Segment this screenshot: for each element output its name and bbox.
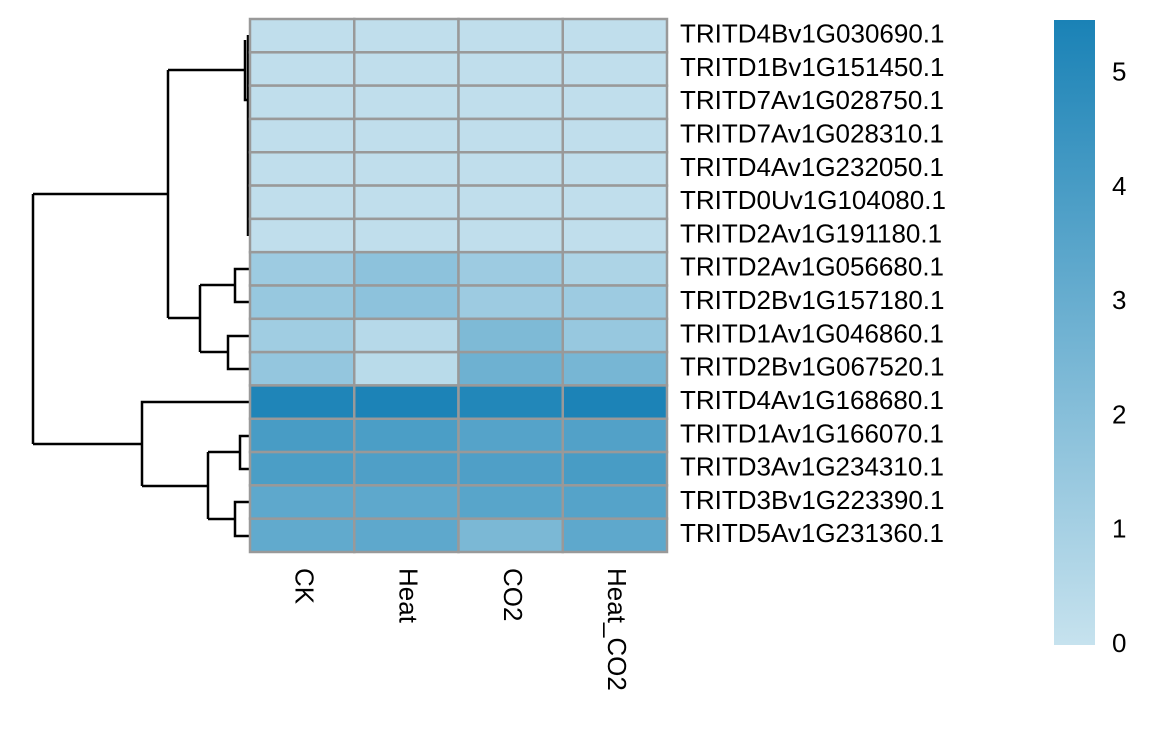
color-bar-tick-label: 0 [1112,628,1126,658]
heatmap-cell [353,417,460,454]
heatmap-cell [457,51,564,87]
dendrogram [31,35,250,538]
color-bar-tick-label: 2 [1112,399,1126,429]
heatmap-cell [248,517,356,554]
heatmap-cell [457,350,564,387]
row-label: TRITD3Av1G234310.1 [680,452,944,482]
row-label: TRITD4Av1G168680.1 [680,385,944,415]
heatmap-cell [248,350,356,387]
heatmap-cell [457,184,564,221]
column-label: CO2 [498,568,528,621]
heatmap-cell [248,417,356,454]
heatmap-cell [248,250,356,287]
row-label: TRITD2Bv1G157180.1 [680,285,944,315]
heatmap-cell [457,151,564,187]
heatmap-cell [248,51,356,87]
heatmap-cell [248,450,356,487]
heatmap-cell [248,117,356,154]
heatmap-cell [248,484,356,520]
heatmap-cell [561,117,669,154]
row-label: TRITD1Av1G166070.1 [680,418,944,448]
heatmap-cell [353,517,460,554]
heatmap-cell [353,217,460,254]
heatmap-cell [248,151,356,187]
heatmap-cell [561,17,669,54]
row-label: TRITD0Uv1G104080.1 [680,185,946,215]
heatmap-cell [561,151,669,187]
heatmap-cell [561,350,669,387]
heatmap-cell [353,151,460,187]
column-label: CK [289,568,319,605]
heatmap-cell [457,517,564,554]
row-label: TRITD1Bv1G151450.1 [680,52,944,82]
heatmap-cell [353,384,460,420]
heatmap-cell [457,317,564,354]
heatmap-cell [353,350,460,387]
row-label: TRITD4Av1G232050.1 [680,152,944,182]
heatmap-cell [561,84,669,121]
heatmap-cell [561,217,669,254]
row-label: TRITD1Av1G046860.1 [680,318,944,348]
heatmap-cell [561,484,669,520]
row-label: TRITD7Av1G028310.1 [680,118,944,148]
heatmap-cell [353,51,460,87]
heatmap-cell [353,17,460,54]
column-label: Heat [394,568,424,624]
heatmap-cell [353,117,460,154]
heatmap-cell [561,384,669,420]
heatmap-cell [561,250,669,287]
row-label: TRITD4Bv1G030690.1 [680,19,944,49]
heatmap-cell [457,417,564,454]
heatmap-cell [561,51,669,87]
heatmap-cell [248,317,356,354]
heatmap-cell [353,284,460,321]
heatmap-cell [561,417,669,454]
heatmap-cell [353,184,460,221]
heatmap-cell [353,484,460,520]
row-label: TRITD5Av1G231360.1 [680,518,944,548]
row-label: TRITD2Bv1G067520.1 [680,352,944,382]
row-label: TRITD3Bv1G223390.1 [680,485,944,515]
heatmap-cell [457,484,564,520]
heatmap-cell [457,17,564,54]
heatmap-cell [561,450,669,487]
row-label: TRITD2Av1G056680.1 [680,252,944,282]
heatmap-cell [353,450,460,487]
heatmap-cell [561,184,669,221]
color-bar [1054,20,1095,645]
heatmap-cell [457,84,564,121]
heatmap-cell [353,84,460,121]
heatmap-cell [248,284,356,321]
heatmap-cell [248,184,356,221]
row-label: TRITD2Av1G191180.1 [680,218,942,248]
color-bar-tick-label: 1 [1112,514,1126,544]
heatmap-cell [248,217,356,254]
heatmap-cell [353,317,460,354]
heatmap-cell [457,384,564,420]
heatmap-cell [561,517,669,554]
heatmap-cell [248,384,356,420]
heatmap-cell [457,450,564,487]
row-label: TRITD7Av1G028750.1 [680,85,944,115]
heatmap-cell [457,117,564,154]
heatmap-cell [457,250,564,287]
heatmap-cell [561,284,669,321]
heatmap-cell [248,17,356,54]
color-bar-tick-label: 5 [1112,57,1126,87]
heatmap-cell [353,250,460,287]
heatmap-cell [248,84,356,121]
column-label: Heat_CO2 [602,568,632,691]
heatmap-cell [561,317,669,354]
heatmap-cell [457,217,564,254]
color-bar-tick-label: 4 [1112,171,1126,201]
heatmap-cell [457,284,564,321]
color-bar-tick-label: 3 [1112,285,1126,315]
